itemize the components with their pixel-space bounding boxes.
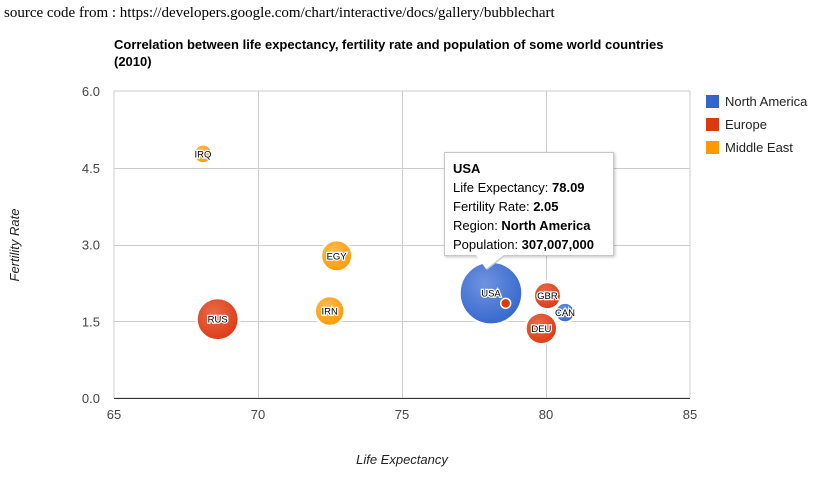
tooltip-population-value: 307,007,000 bbox=[521, 237, 594, 252]
y-tick-label: 1.5 bbox=[82, 314, 100, 329]
bubble-egy[interactable]: EGY bbox=[318, 238, 355, 274]
legend-swatch-europe bbox=[706, 118, 719, 131]
bubble-gbr[interactable]: GBR bbox=[531, 279, 564, 312]
bubble-circle bbox=[525, 312, 558, 345]
y-axis-label: Fertility Rate bbox=[7, 209, 22, 282]
x-tick-label: 70 bbox=[251, 407, 265, 422]
x-axis-label: Life Expectancy bbox=[356, 452, 449, 467]
y-tick-label: 0.0 bbox=[82, 391, 100, 406]
chart-title: Correlation between life expectancy, fer… bbox=[114, 37, 664, 69]
bubble-usa[interactable]: USA bbox=[457, 259, 525, 327]
bubble-label: IRN bbox=[322, 307, 339, 318]
tooltip-pointer bbox=[476, 255, 504, 269]
legend-swatch-middle-east bbox=[706, 141, 719, 154]
bubble-irn[interactable]: IRN bbox=[312, 294, 347, 328]
bubble-circle bbox=[193, 144, 213, 164]
source-caption: source code from : https://developers.go… bbox=[4, 5, 555, 21]
tooltip-population-label: Population: bbox=[453, 237, 522, 252]
selected-point-marker bbox=[499, 297, 512, 310]
y-tick-label: 6.0 bbox=[82, 84, 100, 99]
legend-swatch-north-america bbox=[706, 95, 719, 108]
tooltip-region-label: Region: bbox=[453, 218, 502, 233]
legend-label: Middle East bbox=[725, 140, 793, 155]
tooltip-fertility-value: 2.05 bbox=[533, 199, 559, 214]
usa-tooltip: USA Life Expectancy: 78.09 Fertility Rat… bbox=[444, 152, 614, 256]
axes: 65 70 75 80 85 0.0 1.5 3.0 4.5 6.0 bbox=[82, 84, 697, 422]
tooltip-life-label: Life Expectancy: bbox=[453, 180, 552, 195]
bubble-label: IRQ bbox=[195, 149, 212, 160]
bubble-circle bbox=[554, 302, 576, 323]
bubble-label: RUS bbox=[208, 315, 228, 326]
bubble-circle bbox=[196, 297, 240, 341]
legend-label: Europe bbox=[725, 117, 767, 132]
legend-item-middle-east[interactable]: Middle East bbox=[706, 136, 807, 159]
bubble-label: GBR bbox=[537, 291, 558, 302]
x-tick-label: 80 bbox=[539, 407, 553, 422]
legend-item-europe[interactable]: Europe bbox=[706, 113, 807, 136]
bubble-label: EGY bbox=[327, 251, 348, 262]
bubbles: USA RUS DEU EGY IRN GBR CAN IRQ bbox=[191, 142, 577, 347]
tooltip-region-value: North America bbox=[501, 218, 591, 233]
legend: North America Europe Middle East bbox=[706, 90, 807, 159]
bubble-circle bbox=[533, 281, 562, 310]
x-tick-label: 65 bbox=[107, 407, 121, 422]
bubble-irq[interactable]: IRQ bbox=[191, 142, 215, 166]
tooltip-title: USA bbox=[453, 161, 481, 176]
x-tick-label: 85 bbox=[683, 407, 697, 422]
y-tick-label: 4.5 bbox=[82, 161, 100, 176]
bubble-circle bbox=[320, 239, 353, 272]
bubble-label: USA bbox=[481, 289, 501, 300]
bubble-label: CAN bbox=[555, 308, 575, 319]
tooltip-life-value: 78.09 bbox=[552, 180, 585, 195]
legend-label: North America bbox=[725, 94, 808, 109]
legend-item-north-america[interactable]: North America bbox=[706, 90, 807, 113]
bubble-circle bbox=[314, 295, 345, 327]
y-tick-label: 3.0 bbox=[82, 238, 100, 253]
bubble-deu[interactable]: DEU bbox=[523, 310, 560, 347]
x-tick-label: 75 bbox=[395, 407, 409, 422]
bubble-label: DEU bbox=[531, 324, 551, 335]
tooltip-fertility-label: Fertility Rate: bbox=[453, 199, 534, 214]
bubble-rus[interactable]: RUS bbox=[194, 296, 241, 343]
bubble-can[interactable]: CAN bbox=[553, 300, 577, 325]
